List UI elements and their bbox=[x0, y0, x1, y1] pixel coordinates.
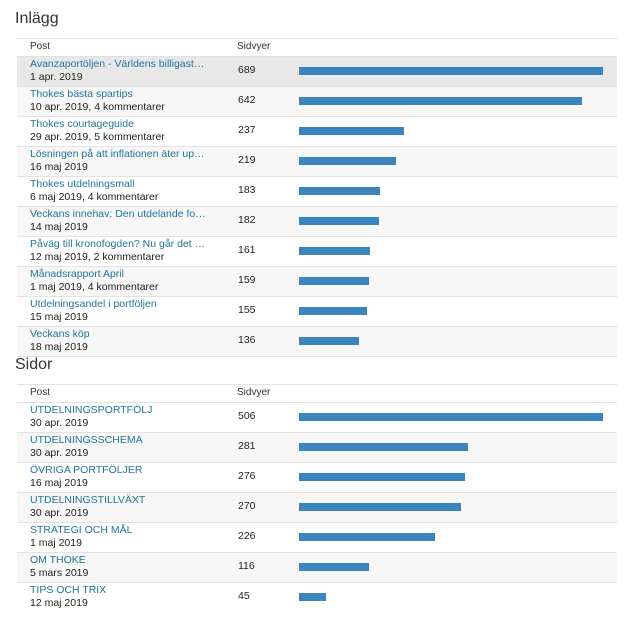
table-row: TIPS OCH TRIX 12 maj 2019 45 bbox=[17, 582, 617, 612]
post-title-link[interactable]: TIPS OCH TRIX bbox=[30, 584, 107, 596]
views-bar bbox=[299, 67, 603, 75]
views-bar bbox=[299, 187, 380, 195]
posts-rows: Avanzaportöljen - Världens billigast… 1 a… bbox=[17, 56, 617, 356]
post-meta: 5 mars 2019 bbox=[30, 567, 89, 579]
post-meta: 16 maj 2019 bbox=[30, 477, 88, 489]
column-header-views: Sidvyer bbox=[237, 387, 271, 398]
posts-section-title: Inlägg bbox=[15, 10, 59, 27]
post-meta: 12 maj 2019, 2 kommentarer bbox=[30, 251, 165, 263]
table-row: UTDELNINGSPORTFÖLJ 30 apr. 2019 506 bbox=[17, 402, 617, 432]
views-bar bbox=[299, 307, 367, 315]
pages-table: Post Sidvyer UTDELNINGSPORTFÖLJ 30 apr. 2… bbox=[17, 384, 617, 612]
views-bar bbox=[299, 473, 465, 481]
page-views-count: 689 bbox=[238, 64, 256, 76]
post-title-link[interactable]: STRATEGI OCH MÅL bbox=[30, 524, 133, 536]
posts-table: Post Sidvyer Avanzaportöljen - Världens … bbox=[17, 38, 617, 357]
post-meta: 18 maj 2019 bbox=[30, 341, 88, 353]
page-views-count: 226 bbox=[238, 530, 256, 542]
post-title-link[interactable]: Thokes bästa spartips bbox=[30, 88, 133, 100]
table-row: Utdelningsandel i portföljen 15 maj 2019 1… bbox=[17, 296, 617, 326]
views-bar bbox=[299, 127, 404, 135]
column-header-post: Post bbox=[30, 41, 51, 52]
pages-section-title: Sidor bbox=[15, 356, 53, 373]
post-meta: 1 maj 2019 bbox=[30, 537, 82, 549]
views-bar bbox=[299, 217, 379, 225]
column-header-post: Post bbox=[30, 387, 51, 398]
page-views-count: 116 bbox=[238, 560, 255, 572]
views-bar bbox=[299, 277, 369, 285]
post-title-link[interactable]: Veckans innehav: Den utdelande fo… bbox=[30, 208, 206, 220]
page-views-count: 161 bbox=[238, 244, 256, 256]
post-title-link[interactable]: Utdelningsandel i portföljen bbox=[30, 298, 157, 310]
page-views-count: 219 bbox=[238, 154, 256, 166]
views-bar bbox=[299, 563, 369, 571]
views-bar bbox=[299, 533, 435, 541]
post-meta: 1 apr. 2019 bbox=[30, 71, 83, 83]
table-row: Månadsrapport April 1 maj 2019, 4 komment… bbox=[17, 266, 617, 296]
post-title-link[interactable]: UTDELNINGSPORTFÖLJ bbox=[30, 404, 153, 416]
views-bar bbox=[299, 503, 461, 511]
post-title-link[interactable]: UTDELNINGSSCHEMA bbox=[30, 434, 143, 446]
table-row: Thokes courtageguide 29 apr. 2019, 5 komm… bbox=[17, 116, 617, 146]
post-title-link[interactable]: Thokes utdelningsmall bbox=[30, 178, 135, 190]
views-bar bbox=[299, 157, 396, 165]
table-row: OM THOKE 5 mars 2019 116 bbox=[17, 552, 617, 582]
post-meta: 6 maj 2019, 4 kommentarer bbox=[30, 191, 159, 203]
table-row: Avanzaportöljen - Världens billigast… 1 a… bbox=[17, 56, 617, 86]
table-row: UTDELNINGSSCHEMA 30 apr. 2019 281 bbox=[17, 432, 617, 462]
table-row: ÖVRIGA PORTFÖLJER 16 maj 2019 276 bbox=[17, 462, 617, 492]
post-title-link[interactable]: UTDELNINGSTILLVÄXT bbox=[30, 494, 146, 506]
post-meta: 30 apr. 2019 bbox=[30, 417, 89, 429]
page-views-count: 183 bbox=[238, 184, 256, 196]
post-meta: 10 apr. 2019, 4 kommentarer bbox=[30, 101, 165, 113]
post-title-link[interactable]: Thokes courtageguide bbox=[30, 118, 134, 130]
post-title-link[interactable]: ÖVRIGA PORTFÖLJER bbox=[30, 464, 143, 476]
table-row: Thokes bästa spartips 10 apr. 2019, 4 kom… bbox=[17, 86, 617, 116]
post-title-link[interactable]: Avanzaportöljen - Världens billigast… bbox=[30, 58, 205, 70]
post-meta: 30 apr. 2019 bbox=[30, 447, 89, 459]
views-bar bbox=[299, 413, 603, 421]
post-title-link[interactable]: Lösningen på att inflationen äter up… bbox=[30, 148, 205, 160]
table-row: Veckans köp 18 maj 2019 136 bbox=[17, 326, 617, 356]
views-bar bbox=[299, 593, 326, 601]
table-row: Påväg till kronofogden? Nu går det … 12 m… bbox=[17, 236, 617, 266]
post-meta: 14 maj 2019 bbox=[30, 221, 88, 233]
views-bar bbox=[299, 337, 359, 345]
posts-table-header: Post Sidvyer bbox=[17, 38, 617, 56]
table-row: UTDELNINGSTILLVÄXT 30 apr. 2019 270 bbox=[17, 492, 617, 522]
page-views-count: 506 bbox=[238, 410, 256, 422]
page-views-count: 237 bbox=[238, 124, 256, 136]
views-bar bbox=[299, 97, 582, 105]
post-title-link[interactable]: Veckans köp bbox=[30, 328, 90, 340]
page-views-count: 136 bbox=[238, 334, 256, 346]
post-meta: 29 apr. 2019, 5 kommentarer bbox=[30, 131, 165, 143]
table-row: Veckans innehav: Den utdelande fo… 14 maj… bbox=[17, 206, 617, 236]
pages-rows: UTDELNINGSPORTFÖLJ 30 apr. 2019 506 UTDELNI… bbox=[17, 402, 617, 612]
post-meta: 16 maj 2019 bbox=[30, 161, 88, 173]
post-title-link[interactable]: Månadsrapport April bbox=[30, 268, 124, 280]
page-views-count: 276 bbox=[238, 470, 256, 482]
table-row: Thokes utdelningsmall 6 maj 2019, 4 komme… bbox=[17, 176, 617, 206]
post-meta: 1 maj 2019, 4 kommentarer bbox=[30, 281, 159, 293]
column-header-views: Sidvyer bbox=[237, 41, 271, 52]
page-views-count: 642 bbox=[238, 94, 256, 106]
page-views-count: 270 bbox=[238, 500, 256, 512]
views-bar bbox=[299, 247, 370, 255]
post-meta: 12 maj 2019 bbox=[30, 597, 88, 609]
page-views-count: 182 bbox=[238, 214, 256, 226]
page-views-count: 159 bbox=[238, 274, 256, 286]
views-bar bbox=[299, 443, 468, 451]
table-row: Lösningen på att inflationen äter up… 16 … bbox=[17, 146, 617, 176]
page-views-count: 45 bbox=[238, 590, 250, 602]
pages-table-header: Post Sidvyer bbox=[17, 384, 617, 402]
post-meta: 15 maj 2019 bbox=[30, 311, 88, 323]
page-views-count: 155 bbox=[238, 304, 256, 316]
post-title-link[interactable]: Påväg till kronofogden? Nu går det … bbox=[30, 238, 206, 250]
page-views-count: 281 bbox=[238, 440, 256, 452]
post-title-link[interactable]: OM THOKE bbox=[30, 554, 86, 566]
post-meta: 30 apr. 2019 bbox=[30, 507, 89, 519]
table-row: STRATEGI OCH MÅL 1 maj 2019 226 bbox=[17, 522, 617, 552]
